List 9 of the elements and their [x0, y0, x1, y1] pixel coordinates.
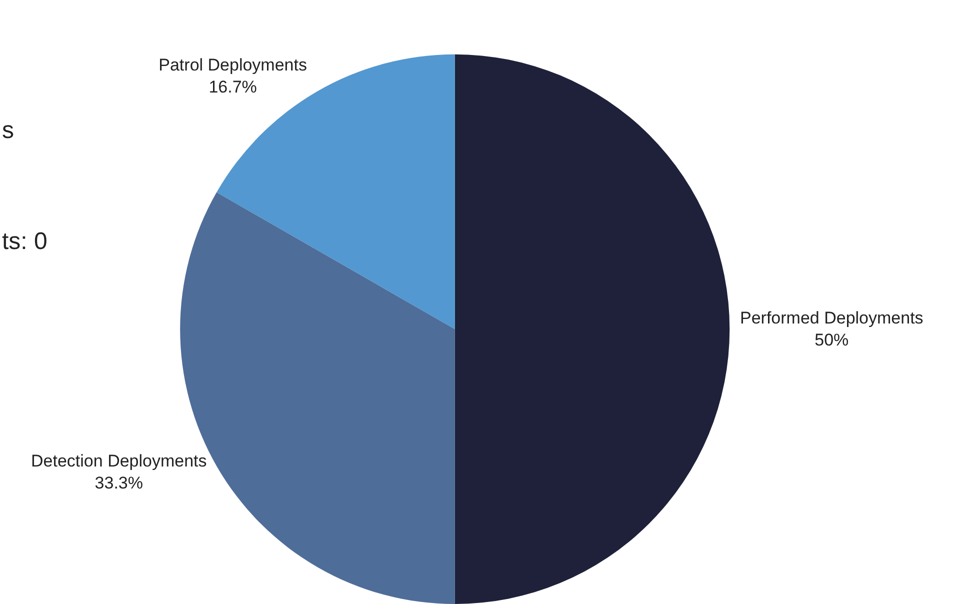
slice-label: Detection Deployments [31, 451, 207, 470]
slice-label: Patrol Deployments [158, 55, 307, 74]
text: s [2, 117, 14, 144]
text: ts: 0 [2, 228, 48, 255]
data-label: 50% [814, 330, 849, 350]
data-label: 16.7% [208, 77, 257, 96]
pie-slice [454, 54, 730, 604]
data-label: 33.3% [94, 474, 143, 493]
slice-label: Performed Deployments [740, 308, 924, 328]
